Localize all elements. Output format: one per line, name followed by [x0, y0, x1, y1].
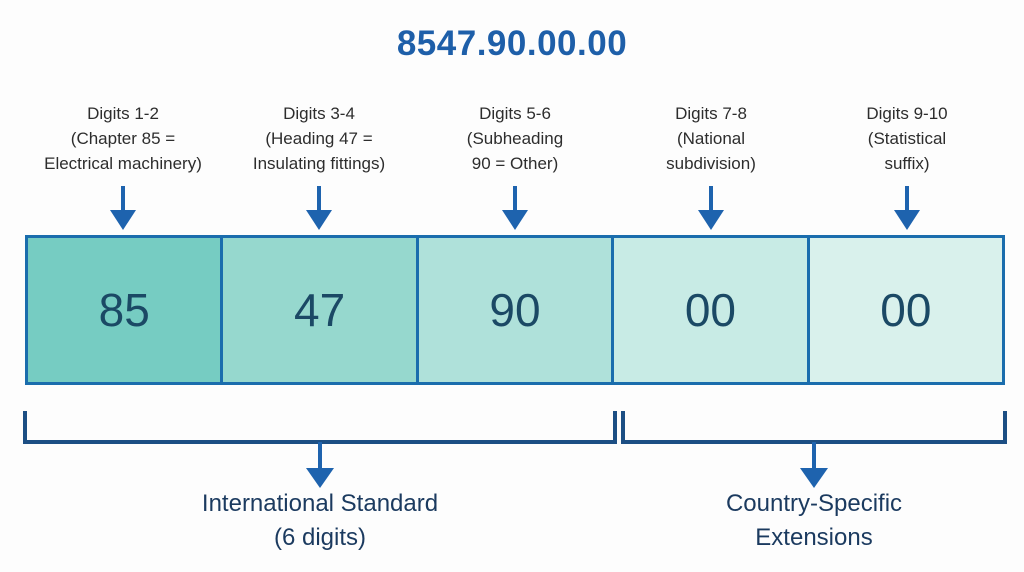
down-arrow-icon: [698, 186, 724, 230]
page-title: 8547.90.00.00: [396, 24, 628, 63]
arrow-col-2: [221, 186, 417, 230]
international-standard-bracket: [23, 411, 617, 488]
segment-labels-row: Digits 1-2 (Chapter 85 = Electrical mach…: [25, 101, 1005, 176]
code-box-subheading: 90: [415, 235, 615, 385]
code-box-national-subdivision: 00: [611, 235, 810, 385]
down-arrow-icon: [306, 468, 334, 488]
digit-value: 00: [880, 284, 932, 336]
arrow-col-5: [809, 186, 1005, 230]
down-arrow-icon: [110, 186, 136, 230]
arrow-col-1: [25, 186, 221, 230]
arrow-col-3: [417, 186, 613, 230]
segment-arrows-row: [25, 186, 1005, 230]
code-box-heading: 47: [220, 235, 419, 385]
digit-value: 47: [294, 284, 346, 336]
segment-label-digits-7-8: Digits 7-8 (National subdivision): [666, 104, 756, 173]
group-label-international-standard: International Standard (6 digits): [201, 490, 439, 551]
digit-value: 90: [489, 284, 541, 336]
segment-label-digits-3-4: Digits 3-4 (Heading 47 = Insulating fitt…: [252, 104, 386, 173]
digit-value: 00: [684, 284, 736, 336]
down-arrow-icon: [894, 186, 920, 230]
digit-value: 85: [98, 284, 150, 336]
segment-label-digits-9-10: Digits 9-10 (Statistical suffix): [866, 104, 948, 173]
arrow-col-4: [613, 186, 809, 230]
down-arrow-icon: [502, 186, 528, 230]
segment-label-digits-5-6: Digits 5-6 (Subheading 90 = Other): [466, 104, 564, 173]
code-box-statistical-suffix: 00: [806, 235, 1006, 385]
code-boxes-row: 85 47 90 00 00: [25, 235, 1006, 385]
segment-label-digits-1-2: Digits 1-2 (Chapter 85 = Electrical mach…: [44, 104, 202, 173]
group-label-country-specific: Country-Specific Extensions: [725, 490, 903, 551]
down-arrow-icon: [800, 468, 828, 488]
down-arrow-icon: [306, 186, 332, 230]
code-box-chapter: 85: [25, 235, 224, 385]
country-extensions-bracket: [621, 411, 1007, 488]
